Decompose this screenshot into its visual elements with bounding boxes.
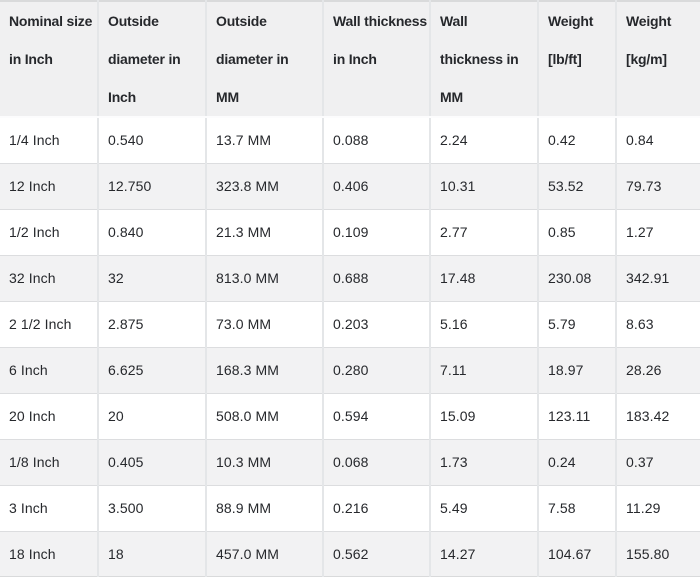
table-cell: 53.52 (537, 162, 616, 209)
table-cell: 0.109 (322, 208, 430, 255)
table-cell: 1/8 Inch (0, 438, 98, 485)
table-cell: 0.37 (615, 438, 700, 485)
table-cell: 2 1/2 Inch (0, 300, 98, 347)
table-cell: 12 Inch (0, 162, 98, 209)
table-cell: 0.088 (322, 117, 430, 163)
table-cell: 0.840 (97, 208, 206, 255)
table-cell: 508.0 MM (205, 392, 323, 439)
table-header: Nominal size in Inch Outside diameter in… (0, 1, 700, 118)
table-cell: 6 Inch (0, 346, 98, 393)
table-cell: 13.7 MM (205, 117, 323, 163)
table-cell: 155.80 (615, 530, 700, 577)
table-cell: 0.24 (537, 438, 616, 485)
table-cell: 32 (97, 254, 206, 301)
table-cell: 32 Inch (0, 254, 98, 301)
table-cell: 73.0 MM (205, 300, 323, 347)
header-row: Nominal size in Inch Outside diameter in… (0, 1, 700, 118)
header-cell-outside-diameter-mm: Outside diameter in MM (205, 1, 323, 118)
table-row: 2 1/2 Inch 2.875 73.0 MM 0.203 5.16 5.79… (0, 300, 700, 347)
table-row: 1/2 Inch 0.840 21.3 MM 0.109 2.77 0.85 1… (0, 208, 700, 255)
table-cell: 230.08 (537, 254, 616, 301)
table-cell: 79.73 (615, 162, 700, 209)
table-cell: 457.0 MM (205, 530, 323, 577)
table-cell: 0.540 (97, 117, 206, 163)
table-cell: 11.29 (615, 484, 700, 531)
table-body: 1/4 Inch 0.540 13.7 MM 0.088 2.24 0.42 0… (0, 117, 700, 577)
header-cell-wall-thickness-inch: Wall thickness in Inch (322, 1, 430, 118)
table-cell: 342.91 (615, 254, 700, 301)
table-cell: 0.594 (322, 392, 430, 439)
table-cell: 8.63 (615, 300, 700, 347)
table-cell: 0.216 (322, 484, 430, 531)
table-cell: 323.8 MM (205, 162, 323, 209)
table-cell: 20 (97, 392, 206, 439)
header-cell-weight-lbft: Weight [lb/ft] (537, 1, 616, 118)
table-cell: 0.406 (322, 162, 430, 209)
table-cell: 0.405 (97, 438, 206, 485)
table-cell: 1.27 (615, 208, 700, 255)
table-cell: 18.97 (537, 346, 616, 393)
table-cell: 0.84 (615, 117, 700, 163)
table-cell: 0.85 (537, 208, 616, 255)
table-cell: 7.58 (537, 484, 616, 531)
table-cell: 12.750 (97, 162, 206, 209)
table-cell: 5.79 (537, 300, 616, 347)
header-cell-nominal-size: Nominal size in Inch (0, 1, 98, 118)
table-cell: 1/2 Inch (0, 208, 98, 255)
table-cell: 3 Inch (0, 484, 98, 531)
table-cell: 10.31 (429, 162, 538, 209)
table-cell: 2.77 (429, 208, 538, 255)
table-row: 3 Inch 3.500 88.9 MM 0.216 5.49 7.58 11.… (0, 484, 700, 531)
header-cell-wall-thickness-mm: Wall thickness in MM (429, 1, 538, 118)
table-cell: 0.42 (537, 117, 616, 163)
table-cell: 0.688 (322, 254, 430, 301)
table-cell: 0.562 (322, 530, 430, 577)
table-cell: 14.27 (429, 530, 538, 577)
table-cell: 7.11 (429, 346, 538, 393)
table-cell: 5.16 (429, 300, 538, 347)
table-cell: 2.24 (429, 117, 538, 163)
table-cell: 18 Inch (0, 530, 98, 577)
table-cell: 1/4 Inch (0, 117, 98, 163)
table-cell: 5.49 (429, 484, 538, 531)
table-cell: 88.9 MM (205, 484, 323, 531)
header-cell-weight-kgm: Weight [kg/m] (615, 1, 700, 118)
table-row: 20 Inch 20 508.0 MM 0.594 15.09 123.11 1… (0, 392, 700, 439)
table-cell: 20 Inch (0, 392, 98, 439)
header-cell-outside-diameter-inch: Outside diameter in Inch (97, 1, 206, 118)
table-cell: 0.280 (322, 346, 430, 393)
table-cell: 813.0 MM (205, 254, 323, 301)
table-row: 1/8 Inch 0.405 10.3 MM 0.068 1.73 0.24 0… (0, 438, 700, 485)
table-cell: 15.09 (429, 392, 538, 439)
table-cell: 18 (97, 530, 206, 577)
table-cell: 2.875 (97, 300, 206, 347)
table-row: 32 Inch 32 813.0 MM 0.688 17.48 230.08 3… (0, 254, 700, 301)
table-cell: 104.67 (537, 530, 616, 577)
table-cell: 0.203 (322, 300, 430, 347)
table-cell: 183.42 (615, 392, 700, 439)
table-cell: 123.11 (537, 392, 616, 439)
table-cell: 0.068 (322, 438, 430, 485)
table-cell: 10.3 MM (205, 438, 323, 485)
table-cell: 168.3 MM (205, 346, 323, 393)
table-cell: 3.500 (97, 484, 206, 531)
table-cell: 21.3 MM (205, 208, 323, 255)
table-cell: 6.625 (97, 346, 206, 393)
table-cell: 1.73 (429, 438, 538, 485)
table-row: 18 Inch 18 457.0 MM 0.562 14.27 104.67 1… (0, 530, 700, 577)
table-cell: 28.26 (615, 346, 700, 393)
table-row: 6 Inch 6.625 168.3 MM 0.280 7.11 18.97 2… (0, 346, 700, 393)
table-row: 12 Inch 12.750 323.8 MM 0.406 10.31 53.5… (0, 162, 700, 209)
table-cell: 17.48 (429, 254, 538, 301)
table-row: 1/4 Inch 0.540 13.7 MM 0.088 2.24 0.42 0… (0, 117, 700, 163)
